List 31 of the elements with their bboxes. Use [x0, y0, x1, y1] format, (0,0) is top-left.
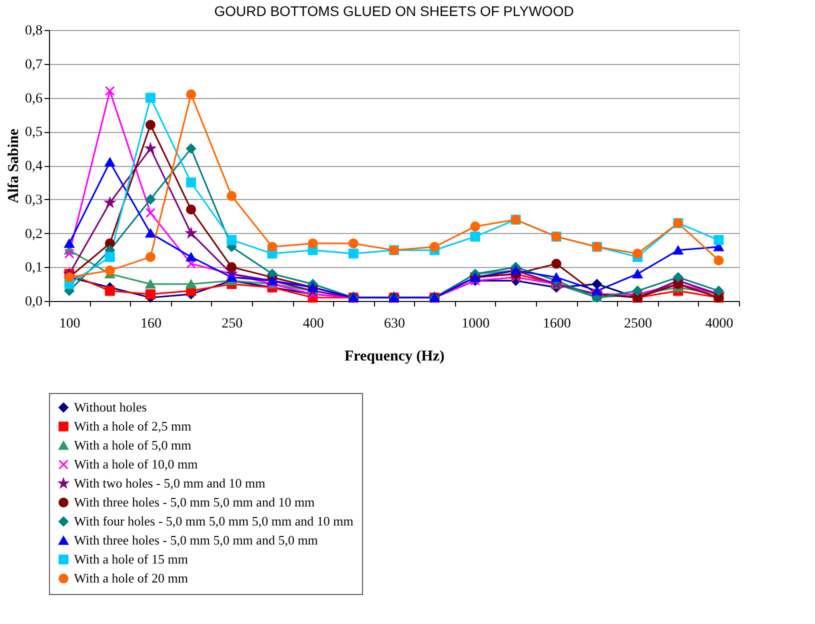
y-tick-label: 0,0 — [25, 294, 42, 310]
y-axis-title: Alfa Sabine — [6, 128, 22, 204]
legend-label: With two holes - 5,0 mm and 10 mm — [74, 476, 266, 490]
x-tick-label: 250 — [222, 316, 243, 332]
legend-label: With a hole of 15 mm — [74, 552, 188, 566]
legend-label: With three holes - 5,0 mm 5,0 mm and 10 mm — [74, 494, 315, 510]
legend-label: With a hole of 2,5 mm — [74, 418, 192, 434]
legend-label: Without holes — [74, 400, 147, 414]
y-tick-label: 0,3 — [25, 192, 42, 208]
x-tick-label: 160 — [140, 316, 162, 332]
legend-label: With three holes - 5,0 mm 5,0 mm and 5,0 mm — [74, 532, 318, 548]
chart-title: GOURD BOTTOMS GLUED ON SHEETS OF PLYWOOD — [214, 3, 574, 19]
x-tick-label: 1000 — [462, 316, 490, 332]
y-tick-label: 0,7 — [25, 57, 42, 72]
legend-label: With a hole of 10,0 mm — [74, 456, 198, 472]
y-tick-label: 0,2 — [25, 226, 42, 242]
x-tick-label: 630 — [384, 316, 405, 332]
x-axis-title: Frequency (Hz) — [344, 348, 445, 364]
y-tick-label: 0,6 — [25, 91, 42, 106]
x-tick-label: 4000 — [705, 316, 734, 332]
x-tick-label: 400 — [302, 316, 324, 332]
legend-label: With a hole of 5,0 mm — [74, 438, 192, 452]
y-tick-label: 0,5 — [25, 125, 42, 140]
x-tick-label: 1600 — [542, 316, 571, 332]
legend-label: With four holes - 5,0 mm 5,0 mm 5,0 mm and 10 mm — [74, 514, 354, 528]
x-tick-label: 100 — [59, 316, 80, 332]
legend-label: With a hole of 20 mm — [74, 570, 188, 586]
x-tick-label: 2500 — [624, 316, 652, 332]
y-tick-label: 0,8 — [25, 24, 42, 38]
y-tick-label: 0,4 — [25, 159, 42, 174]
y-tick-label: 0,1 — [25, 260, 42, 276]
